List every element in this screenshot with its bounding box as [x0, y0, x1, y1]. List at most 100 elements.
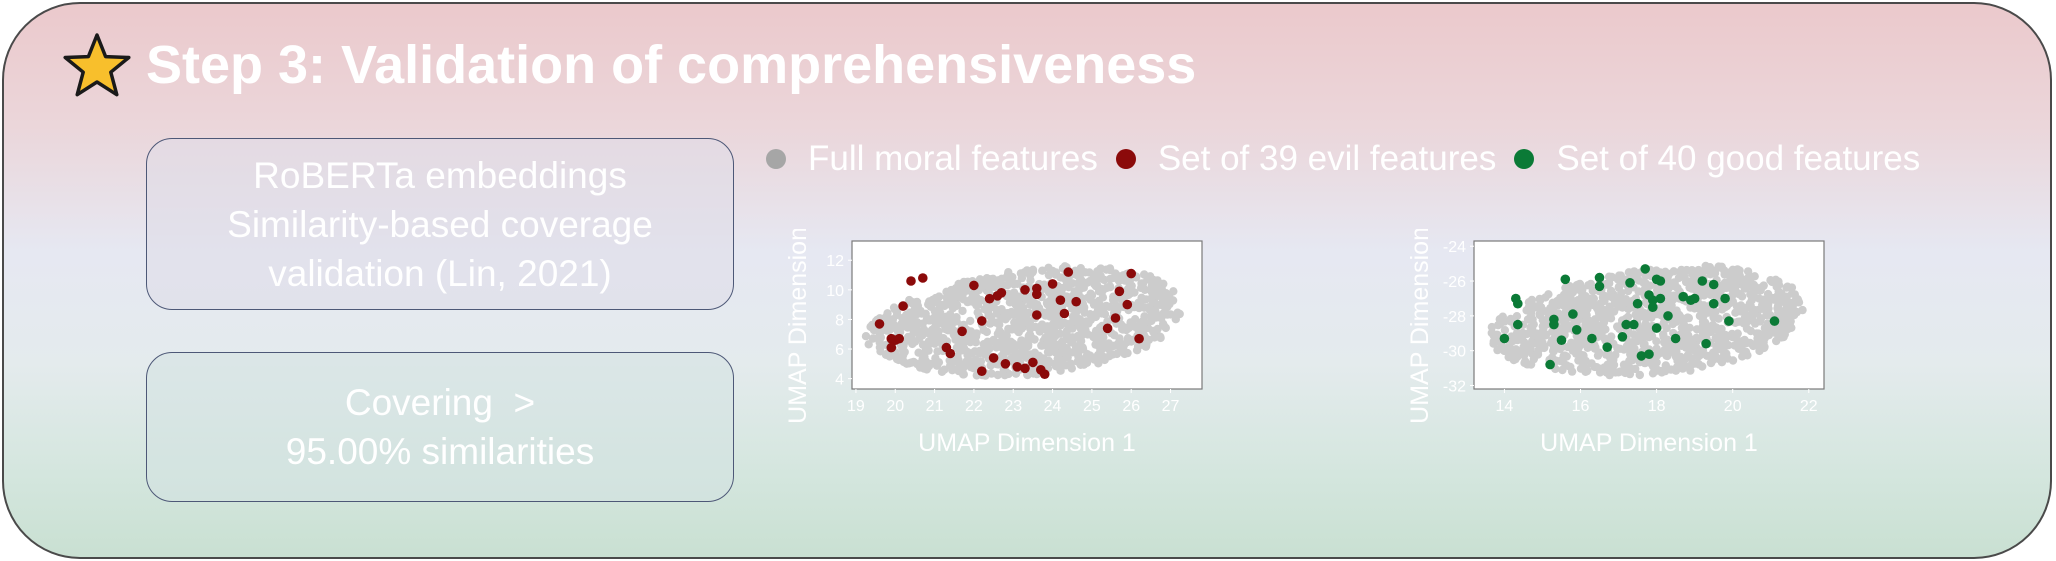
full-feature-point — [1520, 358, 1529, 368]
full-feature-point — [1046, 299, 1056, 308]
full-feature-point — [1104, 341, 1114, 351]
full-feature-point — [1173, 308, 1182, 317]
full-feature-point — [1145, 303, 1154, 312]
full-feature-point — [1601, 325, 1610, 334]
highlight-point — [996, 288, 1007, 298]
full-feature-point — [1127, 288, 1136, 298]
full-feature-point — [1687, 360, 1696, 369]
legend-dot-icon — [1115, 149, 1136, 169]
full-feature-point — [986, 319, 995, 328]
full-feature-point — [1591, 326, 1600, 335]
full-feature-point — [1600, 291, 1610, 301]
full-feature-point — [1720, 332, 1729, 341]
full-feature-point — [962, 357, 971, 366]
full-feature-point — [861, 332, 871, 341]
full-feature-point — [1548, 353, 1557, 362]
full-feature-point — [1781, 299, 1791, 309]
x-tick-label: 16 — [1572, 398, 1590, 415]
box-line: Covering > — [344, 382, 536, 423]
full-feature-point — [1002, 310, 1012, 320]
full-feature-point — [1024, 350, 1033, 359]
full-feature-point — [1093, 273, 1102, 282]
full-feature-point — [948, 366, 957, 375]
full-feature-point — [934, 327, 943, 336]
x-tick-label: 24 — [1044, 398, 1062, 415]
highlight-point — [1701, 338, 1711, 349]
full-feature-point — [910, 307, 919, 316]
legend: Full moral features Set of 39 evil featu… — [766, 136, 1938, 182]
highlight-point — [1122, 299, 1133, 310]
full-feature-point — [1013, 341, 1022, 350]
highlight-series — [874, 267, 1144, 379]
full-feature-point — [1763, 289, 1773, 299]
full-feature-point — [1026, 276, 1035, 285]
full-feature-point — [1034, 351, 1044, 360]
full-feature-point — [1600, 367, 1609, 376]
x-tick-label: 27 — [1162, 398, 1180, 415]
full-feature-point — [1626, 350, 1635, 359]
full-feature-point — [1018, 319, 1027, 328]
legend-dot-icon — [766, 149, 786, 169]
full-feature-point — [1161, 323, 1170, 333]
full-feature-point — [1563, 320, 1572, 330]
highlight-point — [1655, 293, 1666, 304]
highlight-point — [1545, 359, 1555, 370]
full-feature-point — [1785, 314, 1795, 323]
full-feature-point — [1674, 273, 1684, 283]
full-feature-point — [1016, 301, 1025, 310]
highlight-point — [1617, 332, 1628, 342]
highlight-point — [1655, 276, 1666, 286]
full-feature-point — [1025, 317, 1035, 326]
y-tick-label: -28 — [1443, 309, 1466, 326]
full-feature-point — [1792, 307, 1802, 317]
full-feature-point — [881, 350, 891, 359]
highlight-point — [1625, 278, 1635, 288]
full-feature-point — [1591, 343, 1600, 352]
box-line: RoBERTa embeddings — [253, 154, 627, 196]
legend-label: Full moral features — [808, 139, 1098, 178]
full-feature-point — [1714, 314, 1723, 323]
full-feature-point — [1601, 350, 1611, 359]
full-feature-point — [1506, 346, 1515, 356]
full-feature-point — [1782, 283, 1791, 292]
full-feature-point — [1541, 330, 1551, 339]
full-feature-point — [1075, 282, 1084, 292]
full-feature-point — [1648, 369, 1658, 378]
y-tick-label: 12 — [826, 253, 844, 270]
full-feature-point — [1094, 359, 1103, 368]
full-feature-point — [1134, 325, 1143, 335]
full-feature-point — [937, 367, 947, 376]
x-tick-label: 14 — [1496, 398, 1514, 415]
highlight-point — [874, 319, 885, 329]
legend-item-good: Set of 40 good features — [1514, 139, 1920, 179]
full-feature-point — [1550, 301, 1559, 310]
full-feature-point — [947, 285, 956, 295]
x-tick-label: 22 — [1800, 398, 1818, 415]
full-feature-point — [1076, 264, 1085, 273]
full-feature-point — [1737, 337, 1747, 346]
highlight-point — [1587, 333, 1597, 344]
highlight-point — [1102, 323, 1113, 334]
legend-item-full: Full moral features — [766, 139, 1098, 179]
full-feature-point — [1586, 279, 1595, 289]
y-tick-label: 8 — [835, 312, 844, 329]
full-feature-point — [1073, 331, 1082, 341]
full-feature-point — [1130, 302, 1139, 312]
full-feature-point — [989, 335, 998, 345]
highlight-point — [1663, 311, 1673, 321]
full-feature-point — [1579, 300, 1589, 309]
full-feature-point — [1728, 356, 1738, 365]
full-feature-point — [1110, 341, 1120, 350]
full-feature-point — [1694, 352, 1703, 361]
full-feature-point — [894, 353, 903, 362]
full-feature-point — [986, 312, 996, 322]
full-feature-point — [1669, 267, 1678, 276]
full-feature-point — [1008, 324, 1017, 333]
full-feature-point — [1085, 276, 1095, 286]
umap-plot-good: 14 16 18 20 22 -24 -26 -28 -30 -32 UMAP Dimension … — [1406, 229, 1825, 457]
full-feature-point — [1493, 345, 1502, 355]
highlight-point — [1039, 369, 1050, 379]
full-feature-point — [1596, 299, 1605, 308]
full-feature-point — [1047, 333, 1056, 342]
highlight-point — [1063, 267, 1074, 277]
